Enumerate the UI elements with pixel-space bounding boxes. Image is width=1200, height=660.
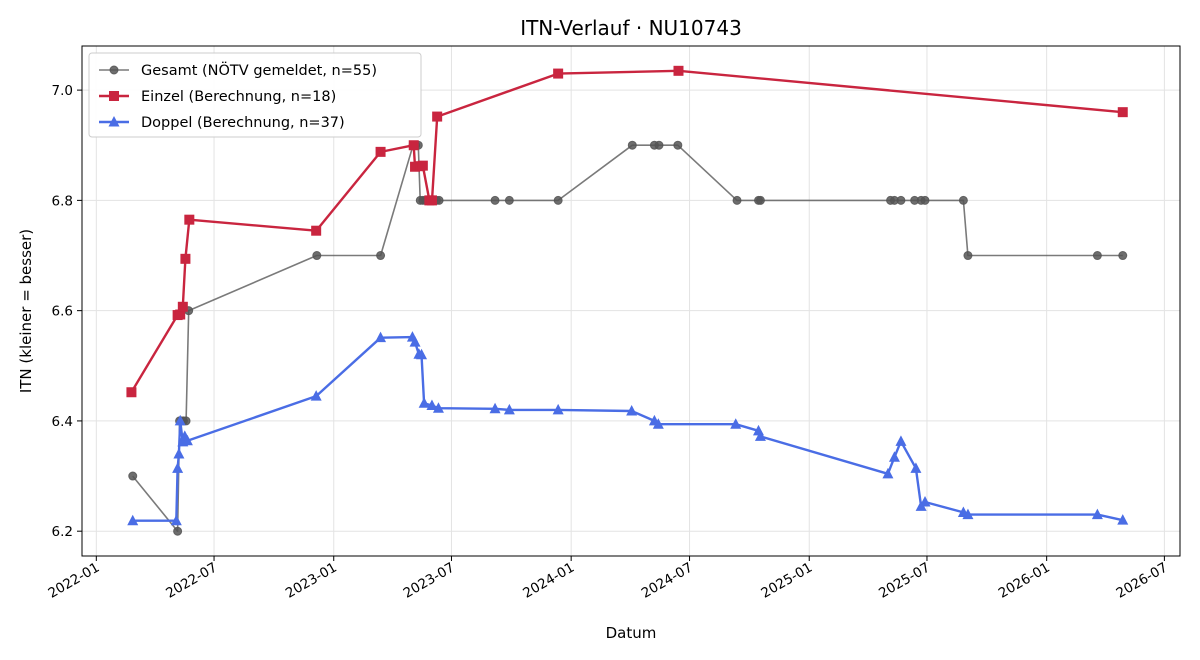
data-point (755, 195, 765, 205)
data-point (177, 301, 188, 312)
y-axis-label: ITN (kleiner = besser) (17, 229, 35, 393)
y-tick-label: 6.4 (52, 414, 73, 430)
legend-marker (109, 65, 119, 75)
legend-label: Gesamt (NÖTV gemeldet, n=55) (141, 61, 377, 79)
data-point (626, 404, 638, 416)
data-point (175, 309, 186, 320)
data-point (426, 195, 437, 206)
data-point (127, 514, 139, 526)
data-point (181, 434, 193, 446)
series-2 (126, 65, 1128, 398)
data-point (375, 146, 386, 157)
data-point (432, 111, 443, 122)
legend-marker (109, 91, 119, 101)
data-point (958, 195, 968, 205)
data-point (553, 68, 564, 79)
data-point (417, 160, 428, 171)
legend-item: Gesamt (NÖTV gemeldet, n=55) (99, 61, 377, 79)
data-point (895, 435, 907, 446)
data-point (173, 448, 185, 459)
data-point (919, 495, 931, 507)
y-tick-label: 7.0 (52, 83, 73, 99)
data-point (410, 161, 421, 172)
data-point (432, 402, 444, 413)
data-point (730, 418, 742, 429)
series-line (132, 144, 1123, 533)
data-point (375, 331, 387, 343)
data-point (310, 390, 322, 401)
data-point (910, 462, 922, 473)
data-point (1092, 251, 1102, 261)
data-point (503, 403, 515, 415)
legend: Gesamt (NÖTV gemeldet, n=55) Einzel (Bere… (88, 52, 422, 138)
data-point (489, 402, 501, 414)
data-point (552, 403, 564, 415)
chart-title: ITN-Verlauf · NU10743 (520, 16, 742, 40)
x-axis-label: Datum (606, 624, 657, 642)
legend-marker (108, 116, 120, 127)
data-point (962, 508, 974, 520)
legend-item: Einzel (Berechnung, n=18) (99, 89, 336, 105)
data-point (627, 140, 637, 150)
y-tick-label: 6.6 (52, 304, 73, 320)
data-point (652, 418, 664, 429)
legend-box (88, 52, 422, 138)
data-point (553, 195, 563, 205)
data-point (184, 214, 195, 225)
data-point (312, 251, 322, 261)
data-point (732, 195, 742, 205)
data-point (673, 140, 683, 150)
legend-item: Doppel (Berechnung, n=37) (99, 115, 345, 131)
data-point (426, 399, 438, 410)
data-point (896, 195, 906, 205)
data-point (1091, 508, 1103, 520)
data-point (418, 397, 430, 408)
series-1 (128, 140, 1128, 536)
data-point (1118, 251, 1128, 261)
data-point (126, 387, 137, 398)
data-point (963, 251, 973, 261)
series-3 (127, 331, 1129, 526)
data-point (416, 348, 428, 360)
data-point (172, 462, 184, 473)
data-point (170, 514, 182, 526)
plot-frame (81, 45, 1181, 557)
data-point (174, 414, 186, 426)
data-point (490, 195, 500, 205)
data-point (408, 140, 419, 151)
data-point (654, 140, 664, 150)
data-point (128, 471, 138, 481)
legend-label: Doppel (Berechnung, n=37) (141, 115, 345, 131)
data-point (1117, 514, 1129, 525)
data-point (409, 336, 421, 347)
data-point (376, 251, 386, 261)
data-point (1117, 107, 1128, 118)
data-point (888, 451, 900, 462)
data-point (173, 526, 183, 536)
data-point (754, 430, 766, 441)
series-layer (126, 65, 1129, 536)
legend-label: Einzel (Berechnung, n=18) (141, 89, 336, 105)
data-point (882, 467, 894, 479)
y-tick-label: 6.2 (52, 524, 73, 540)
y-tick-label: 6.8 (52, 193, 73, 209)
data-point (673, 65, 684, 76)
data-point (504, 195, 514, 205)
data-point (180, 253, 191, 264)
data-point (311, 225, 322, 236)
data-point (920, 195, 930, 205)
